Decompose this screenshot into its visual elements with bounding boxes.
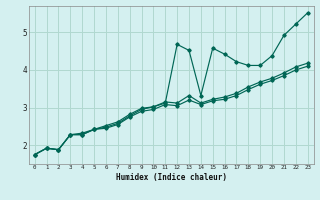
X-axis label: Humidex (Indice chaleur): Humidex (Indice chaleur): [116, 173, 227, 182]
